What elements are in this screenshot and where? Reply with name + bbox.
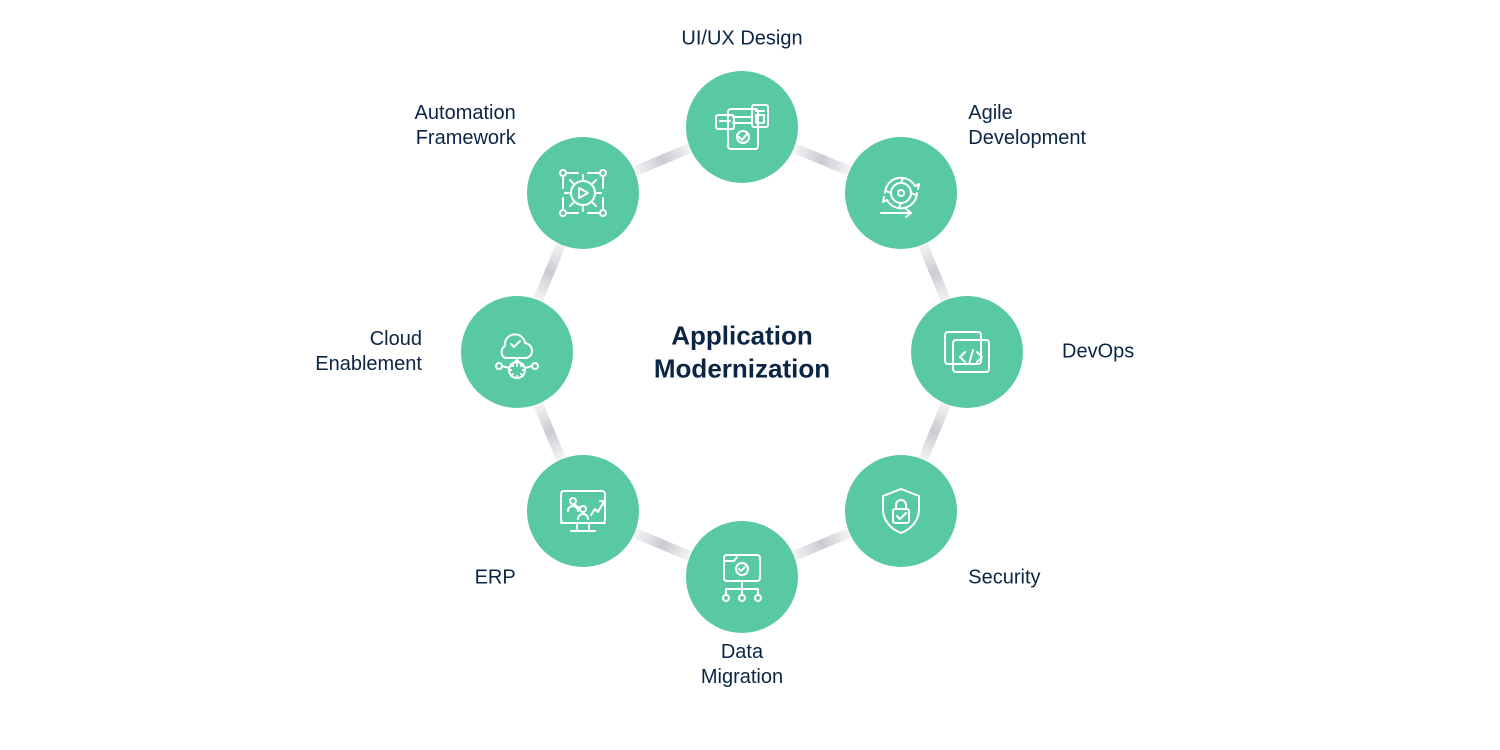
ring-node-agile bbox=[845, 137, 957, 249]
ring-label: Data Migration bbox=[701, 640, 783, 690]
ring-node-uiux bbox=[686, 71, 798, 183]
ring-label: Automation Framework bbox=[415, 101, 516, 151]
ring-node-automation bbox=[527, 137, 639, 249]
ring-node-erp bbox=[527, 455, 639, 567]
data-icon bbox=[706, 541, 778, 613]
ring-connector bbox=[918, 243, 950, 302]
ring-connector bbox=[534, 402, 566, 461]
ring-node-security bbox=[845, 455, 957, 567]
security-icon bbox=[865, 475, 937, 547]
ring-label: UI/UX Design bbox=[681, 27, 802, 52]
diagram-stage: Application Modernization UI/UX Design bbox=[0, 0, 1500, 750]
erp-icon bbox=[547, 475, 619, 547]
cloud-icon bbox=[481, 316, 553, 388]
ring-label: Agile Development bbox=[968, 101, 1086, 151]
devops-icon bbox=[931, 316, 1003, 388]
agile-icon bbox=[865, 157, 937, 229]
ring-label: ERP bbox=[475, 566, 516, 591]
automation-icon bbox=[547, 157, 619, 229]
ring-connector bbox=[918, 402, 950, 461]
ring-label: Security bbox=[968, 566, 1040, 591]
ring-connector bbox=[792, 144, 851, 176]
ring-label: DevOps bbox=[1062, 340, 1134, 365]
ring-node-data bbox=[686, 521, 798, 633]
ring-label: Cloud Enablement bbox=[315, 327, 422, 377]
ring-connector bbox=[534, 243, 566, 302]
uiux-icon bbox=[706, 91, 778, 163]
ring-connector bbox=[633, 528, 692, 560]
center-title: Application Modernization bbox=[654, 320, 830, 385]
ring-connector bbox=[792, 528, 851, 560]
ring-connector bbox=[633, 144, 692, 176]
ring-node-cloud bbox=[461, 296, 573, 408]
ring-node-devops bbox=[911, 296, 1023, 408]
